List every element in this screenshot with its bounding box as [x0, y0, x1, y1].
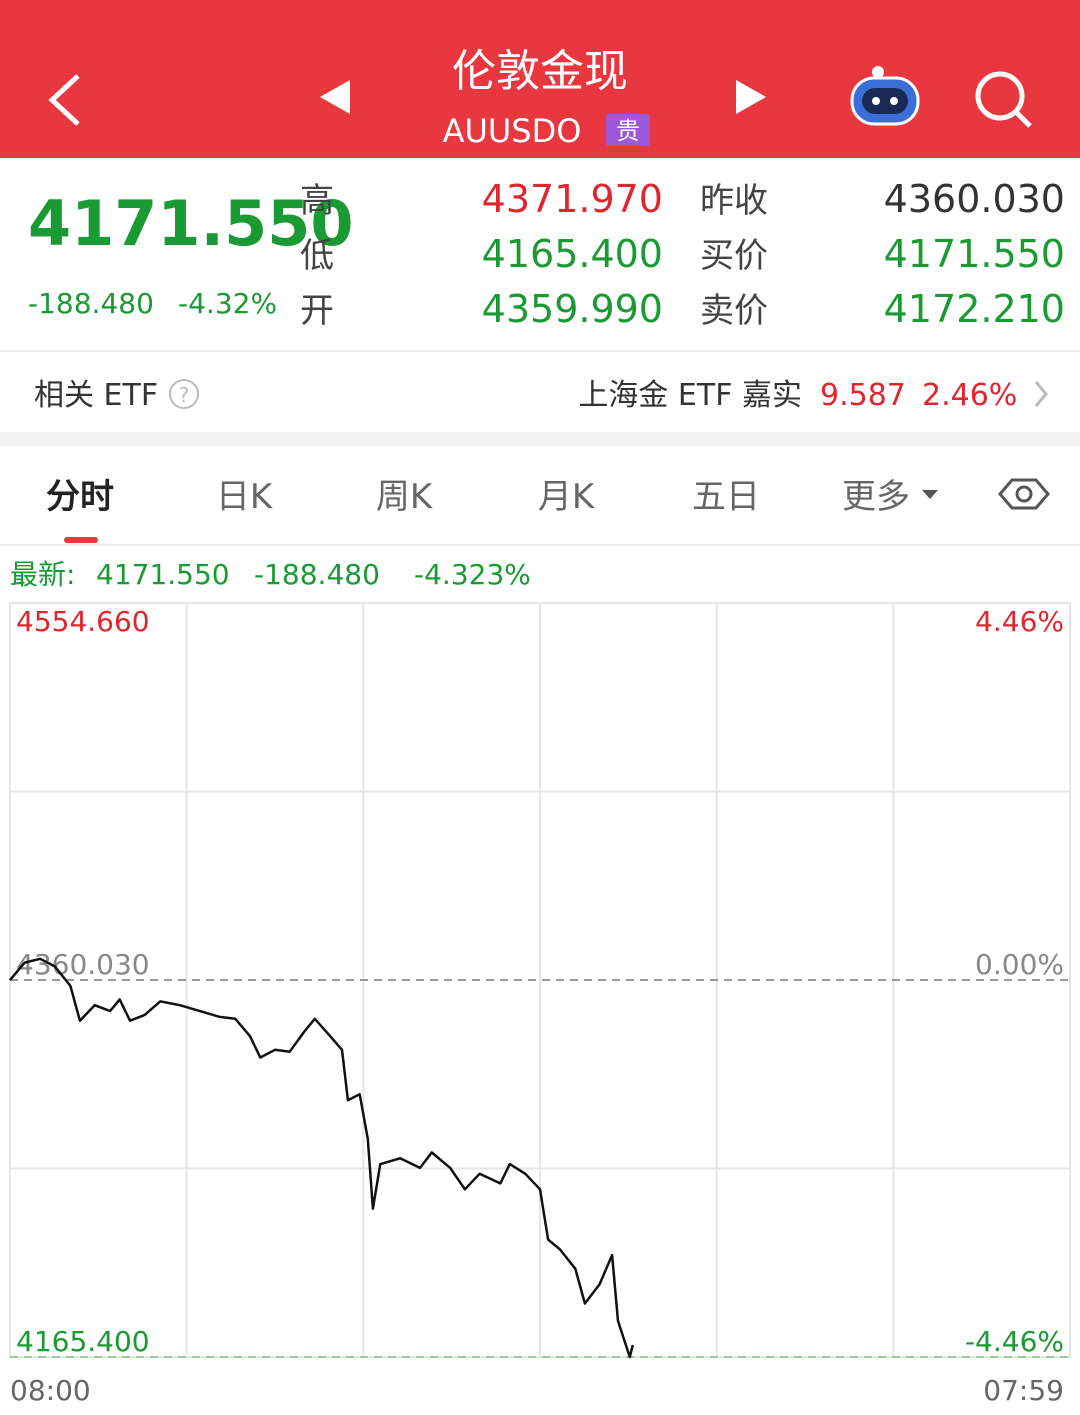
x-tick-label: 08:00 [10, 1374, 91, 1407]
y2-tick-label: 0.00% [975, 948, 1064, 981]
latest-value: -4.323% [414, 558, 531, 591]
price: 4171.550 [28, 187, 354, 260]
badge: 贵 [616, 117, 640, 145]
y-tick-label: 4165.400 [16, 1325, 150, 1358]
back-button[interactable] [48, 74, 80, 126]
search-button[interactable] [975, 71, 1032, 128]
tab[interactable]: 五日 [692, 477, 760, 517]
y2-tick-label: 4.46% [975, 605, 1064, 638]
tab[interactable]: 日K [216, 477, 274, 517]
prev-button[interactable] [320, 80, 350, 114]
field-value: 4371.970 [482, 177, 663, 221]
tab-indicator [64, 537, 98, 543]
latest-value: 4171.550 [96, 558, 230, 591]
help-icon[interactable] [169, 379, 199, 409]
title: 伦敦金现 [452, 46, 628, 97]
percent: -4.32% [178, 287, 277, 320]
tab[interactable]: 更多 [842, 477, 910, 517]
field-value: 4172.210 [884, 287, 1065, 331]
field-value: 4360.030 [884, 177, 1065, 221]
etf-label: 相关 ETF [34, 378, 158, 413]
tab[interactable]: 周K [376, 477, 434, 517]
y-tick-label: 4554.660 [16, 605, 150, 638]
latest-value: -188.480 [254, 558, 380, 591]
next-button[interactable] [736, 80, 766, 114]
field-label: 卖价 [700, 291, 768, 331]
y-tick-label: 4360.030 [16, 948, 150, 981]
x-tick-label: 07:59 [983, 1374, 1064, 1407]
y2-tick-label: -4.46% [965, 1325, 1064, 1358]
field-label: 昨收 [700, 181, 768, 221]
latest-label: 最新: [10, 558, 75, 591]
field-value: 4165.400 [482, 232, 663, 276]
change: -188.480 [28, 287, 154, 320]
gap [0, 432, 1080, 446]
etf-price: 9.587 [820, 378, 906, 413]
field-value: 4171.550 [884, 232, 1065, 276]
field-label: 开 [300, 291, 334, 331]
field-label: 低 [300, 236, 334, 276]
chevron [1034, 381, 1048, 407]
code: AUUSDO [443, 112, 582, 150]
robot-icon[interactable] [850, 66, 920, 126]
help-mark: ? [179, 383, 190, 407]
settings-button[interactable] [998, 478, 1050, 510]
tab[interactable]: 分时 [46, 477, 114, 517]
price-line [9, 957, 635, 1359]
field-label: 高 [300, 181, 334, 221]
settings-dot [1015, 485, 1033, 503]
field-label: 买价 [700, 236, 768, 276]
field-value: 4359.990 [482, 287, 663, 331]
etf-name[interactable]: 上海金 ETF 嘉实 [578, 378, 802, 413]
more-arrow [922, 490, 938, 499]
tab[interactable]: 月K [538, 477, 596, 517]
badge-bg [606, 114, 650, 146]
etf-percent: 2.46% [922, 378, 1017, 413]
